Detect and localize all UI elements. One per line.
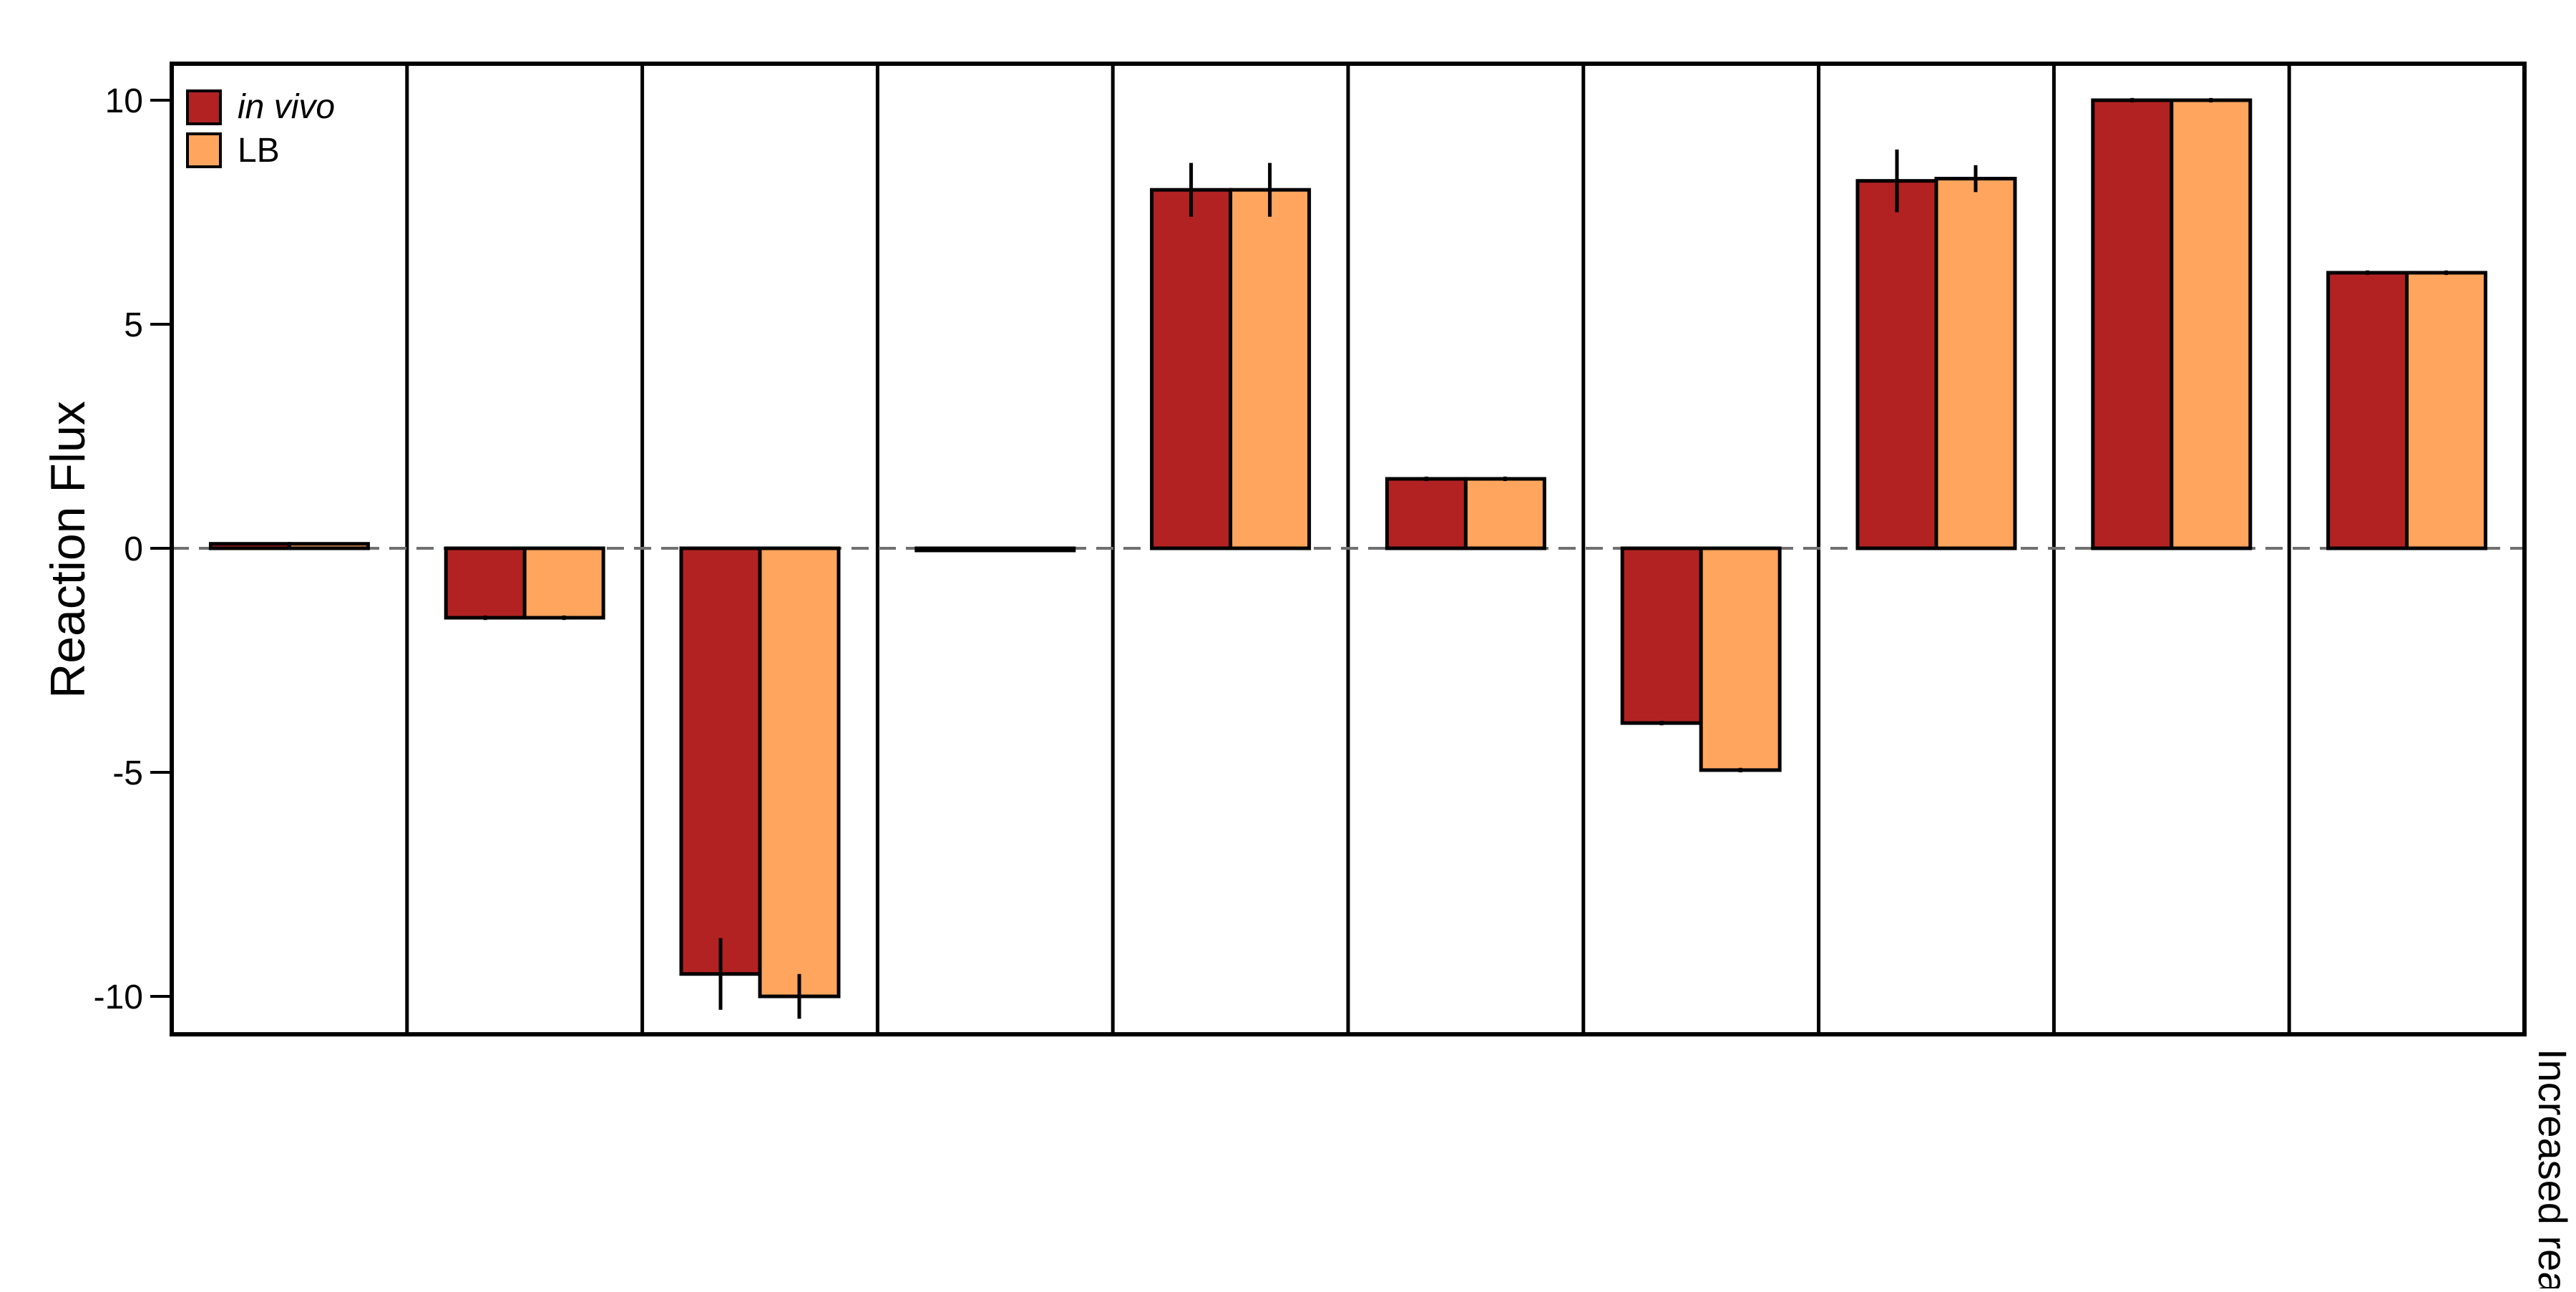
y-tick-label-0: -10	[94, 978, 143, 1016]
bar-in-vivo-3	[679, 546, 762, 976]
y-tick-label-3: 5	[124, 306, 143, 344]
bar-in-vivo-1	[208, 542, 291, 550]
legend: in vivo LB	[186, 88, 335, 170]
y-tick-label-2: 0	[124, 530, 143, 568]
bar-in-vivo-4	[914, 546, 997, 553]
y-tick-label-1: -5	[112, 754, 143, 792]
bar-lb-2	[522, 546, 605, 620]
error-bar-layer	[483, 97, 2449, 1019]
bar-lb-3	[758, 546, 841, 999]
bar-in-vivo-6	[1385, 477, 1468, 550]
legend-swatch-in-vivo	[186, 89, 222, 125]
bar-in-vivo-9	[2091, 98, 2174, 550]
bar-lb-6	[1463, 477, 1546, 550]
side-label-bottom-right: Increased rea	[2530, 1049, 2575, 1288]
bar-lb-7	[1699, 546, 1782, 772]
bar-lb-10	[2405, 271, 2488, 550]
bar-lb-1	[287, 542, 370, 550]
bar-in-vivo-2	[444, 546, 527, 620]
y-axis-title: Reaction Flux	[41, 401, 95, 699]
bar-layer	[208, 98, 2488, 999]
legend-label-lb: LB	[238, 132, 280, 170]
y-tick-label-4: 10	[105, 82, 143, 120]
bar-in-vivo-10	[2326, 271, 2409, 550]
bar-lb-4	[993, 546, 1076, 553]
y-axis: -10 -5 0 5 10	[94, 82, 172, 1016]
bar-lb-9	[2170, 98, 2253, 550]
bar-in-vivo-5	[1150, 188, 1233, 550]
bar-lb-8	[1934, 177, 2017, 550]
bar-in-vivo-7	[1620, 546, 1703, 725]
legend-label-in-vivo: in vivo	[238, 88, 335, 126]
bar-lb-5	[1229, 188, 1312, 550]
bar-in-vivo-8	[1855, 179, 1938, 550]
legend-swatch-lb	[186, 132, 222, 168]
